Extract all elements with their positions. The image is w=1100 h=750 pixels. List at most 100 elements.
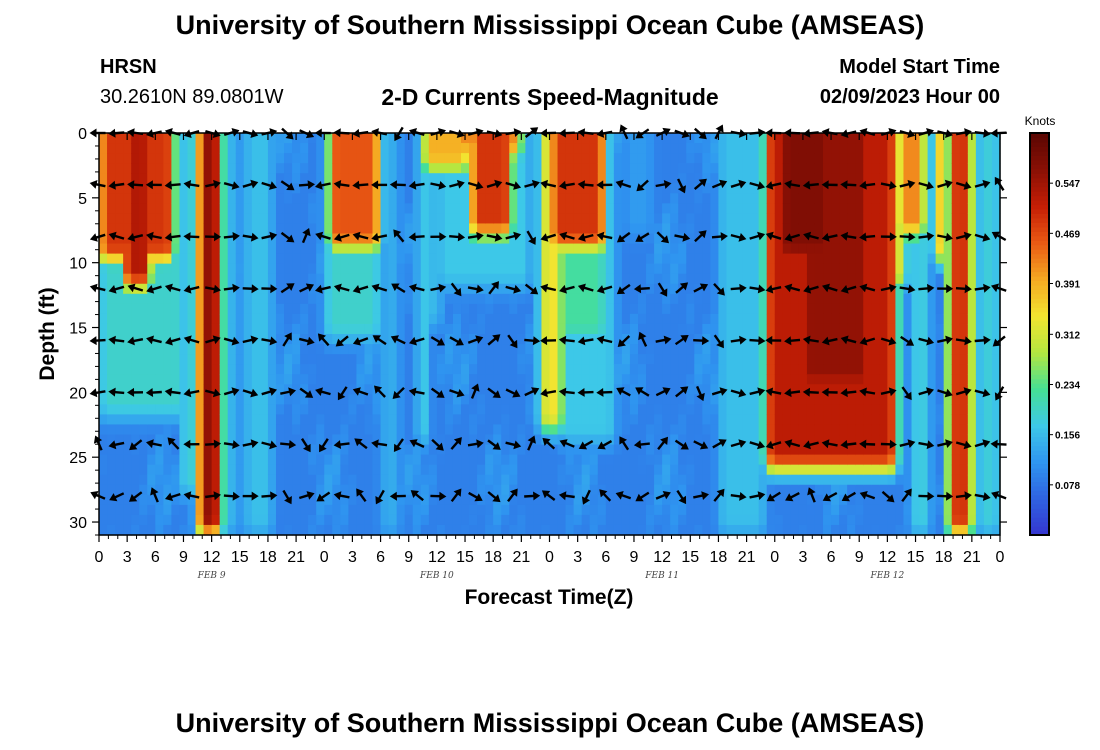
heatmap-cell — [275, 504, 285, 516]
heatmap-cell — [911, 434, 921, 446]
heatmap-cell — [275, 323, 285, 335]
heatmap-cell — [219, 504, 229, 516]
heatmap-cell — [243, 524, 253, 536]
current-vector-arrow — [127, 180, 144, 190]
heatmap-cell — [662, 193, 671, 204]
heatmap-cell — [107, 444, 116, 456]
heatmap-cell — [814, 193, 824, 204]
heatmap-cell — [806, 424, 816, 436]
heatmap-cell — [573, 504, 583, 516]
heatmap-cell — [99, 323, 108, 335]
heatmap-cell — [420, 143, 430, 154]
model-start-label: Model Start Time — [839, 56, 1000, 78]
heatmap-cell — [814, 323, 824, 335]
heatmap-cell — [581, 374, 591, 385]
heatmap-cell — [549, 163, 559, 174]
heatmap-cell — [509, 464, 518, 476]
heatmap-cell — [621, 464, 631, 476]
heatmap-cell — [275, 494, 285, 506]
heatmap-cell — [911, 203, 921, 214]
heatmap-cell — [871, 444, 880, 456]
heatmap-cell — [895, 253, 905, 265]
current-vector-arrow — [974, 233, 991, 242]
heatmap-cell — [388, 243, 398, 255]
heatmap-cell — [782, 173, 792, 184]
heatmap-cell — [461, 364, 470, 375]
heatmap-cell — [911, 454, 921, 466]
heatmap-cell — [734, 293, 744, 305]
heatmap-cell — [983, 313, 993, 325]
heatmap-cell — [589, 303, 599, 315]
heatmap-cell — [686, 143, 695, 154]
heatmap-cell — [123, 524, 132, 536]
heatmap-cell — [597, 293, 607, 305]
heatmap-cell — [782, 394, 792, 405]
heatmap-cell — [750, 374, 760, 385]
heatmap-cell — [549, 454, 559, 466]
heatmap-cell — [863, 344, 872, 355]
current-vector-arrow — [974, 335, 991, 345]
heatmap-cell — [436, 293, 446, 305]
heatmap-cell — [115, 424, 124, 436]
heatmap-cell — [790, 524, 800, 536]
heatmap-cell — [694, 173, 703, 184]
heatmap-cell — [621, 293, 631, 305]
heatmap-cell — [171, 183, 181, 194]
heatmap-cell — [364, 133, 374, 144]
heatmap-cell — [935, 133, 945, 144]
heatmap-cell — [734, 253, 744, 265]
heatmap-cell — [927, 173, 937, 184]
current-vector-arrow — [785, 492, 800, 502]
heatmap-cell — [517, 434, 526, 446]
heatmap-cell — [436, 494, 446, 506]
heatmap-cell — [919, 293, 929, 305]
heatmap-cell — [718, 173, 728, 184]
heatmap-cell — [364, 454, 374, 466]
heatmap-cell — [219, 313, 229, 325]
heatmap-cell — [501, 283, 510, 295]
heatmap-cell — [911, 243, 921, 255]
heatmap-cell — [597, 414, 607, 426]
heatmap-cell — [879, 273, 888, 285]
heatmap-cell — [991, 193, 1001, 204]
heatmap-cell — [509, 404, 518, 415]
heatmap-cell — [292, 223, 301, 235]
heatmap-cell — [324, 143, 333, 154]
heatmap-cell — [790, 313, 800, 325]
heatmap-cell — [332, 293, 341, 305]
heatmap-cell — [115, 293, 124, 305]
heatmap-cell — [758, 504, 768, 516]
heatmap-cell — [654, 323, 663, 335]
heatmap-cell — [991, 404, 1001, 415]
heatmap-cell — [525, 203, 535, 214]
heatmap-cell — [469, 374, 478, 385]
current-vector-arrow — [449, 336, 464, 346]
heatmap-cell — [903, 223, 913, 235]
heatmap-cell — [452, 193, 462, 204]
heatmap-cell — [911, 303, 921, 315]
heatmap-cell — [734, 484, 744, 496]
heatmap-cell — [388, 474, 398, 486]
heatmap-cell — [147, 223, 156, 235]
current-vector-arrow — [487, 439, 501, 450]
heatmap-cell — [469, 434, 478, 446]
heatmap-cell — [356, 233, 366, 245]
heatmap-cell — [887, 213, 897, 225]
heatmap-cell — [227, 334, 237, 345]
heatmap-cell — [871, 193, 880, 204]
heatmap-cell — [179, 344, 189, 355]
heatmap-cell — [452, 313, 462, 325]
heatmap-cell — [613, 183, 623, 194]
heatmap-cell — [726, 354, 736, 365]
heatmap-cell — [404, 474, 414, 486]
heatmap-cell — [324, 293, 333, 305]
current-vector-arrow — [655, 335, 672, 345]
heatmap-cell — [839, 464, 848, 476]
heatmap-cell — [300, 434, 309, 446]
current-vector-arrow — [205, 335, 221, 345]
heatmap-cell — [308, 213, 317, 225]
heatmap-cell — [131, 223, 140, 235]
heatmap-cell — [814, 524, 824, 536]
heatmap-cell — [509, 233, 518, 245]
heatmap-cell — [139, 243, 148, 255]
